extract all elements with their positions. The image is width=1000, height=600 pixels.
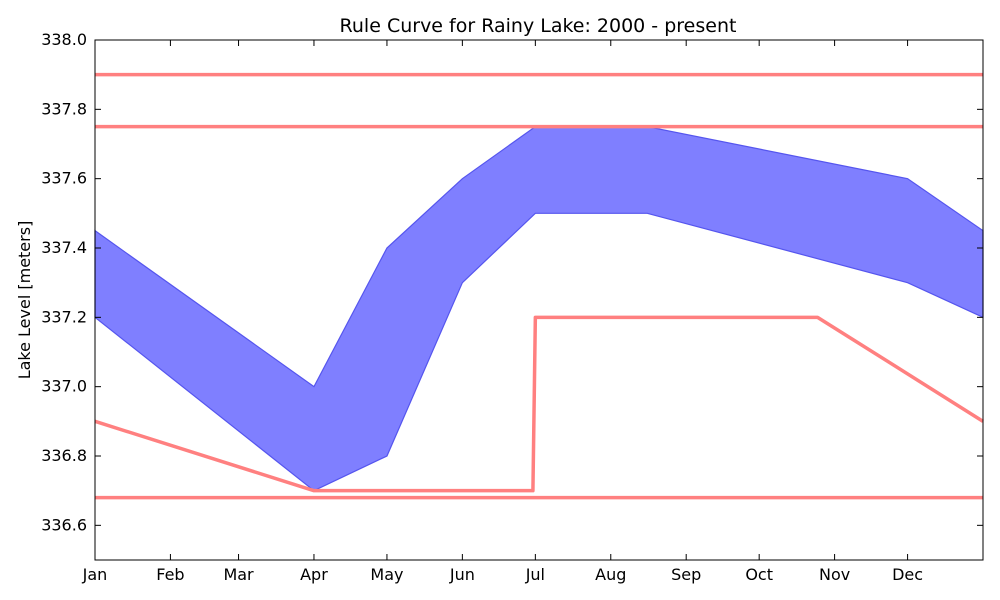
x-tick-label: Dec [892, 565, 923, 584]
x-tick-label: Apr [300, 565, 328, 584]
x-tick-label: Jan [82, 565, 108, 584]
y-tick-label: 337.2 [41, 307, 87, 326]
x-tick-label: Mar [223, 565, 254, 584]
y-tick-label: 337.6 [41, 169, 87, 188]
plot-area [94, 72, 984, 500]
y-axis-label: Lake Level [meters] [15, 221, 34, 380]
y-tick-label: 337.4 [41, 238, 87, 257]
x-tick-label: Oct [745, 565, 773, 584]
operating-band-area [94, 126, 984, 492]
x-tick-label: Feb [156, 565, 184, 584]
chart-title: Rule Curve for Rainy Lake: 2000 - presen… [340, 15, 737, 37]
x-tick-label: May [370, 565, 403, 584]
x-tick-label: Nov [819, 565, 850, 584]
y-tick-label: 336.8 [41, 446, 87, 465]
x-tick-label: Sep [671, 565, 701, 584]
y-tick-label: 336.6 [41, 515, 87, 534]
y-tick-label: 338.0 [41, 30, 87, 49]
x-tick-label: Jun [449, 565, 475, 584]
x-axis: Jan Feb Mar Apr May Jun Jul Aug Sep Oct Nov Dec [82, 40, 923, 584]
x-tick-label: Jul [525, 565, 545, 584]
plot-frame [94, 39, 984, 561]
rule-line-4 [94, 315, 984, 493]
y-tick-label: 337.8 [41, 99, 87, 118]
x-tick-label: Aug [595, 565, 626, 584]
y-axis: 336.6 336.8 337.0 337.2 337.4 337.6 337.8 338.0 [41, 30, 983, 534]
y-tick-label: 337.0 [41, 377, 87, 396]
